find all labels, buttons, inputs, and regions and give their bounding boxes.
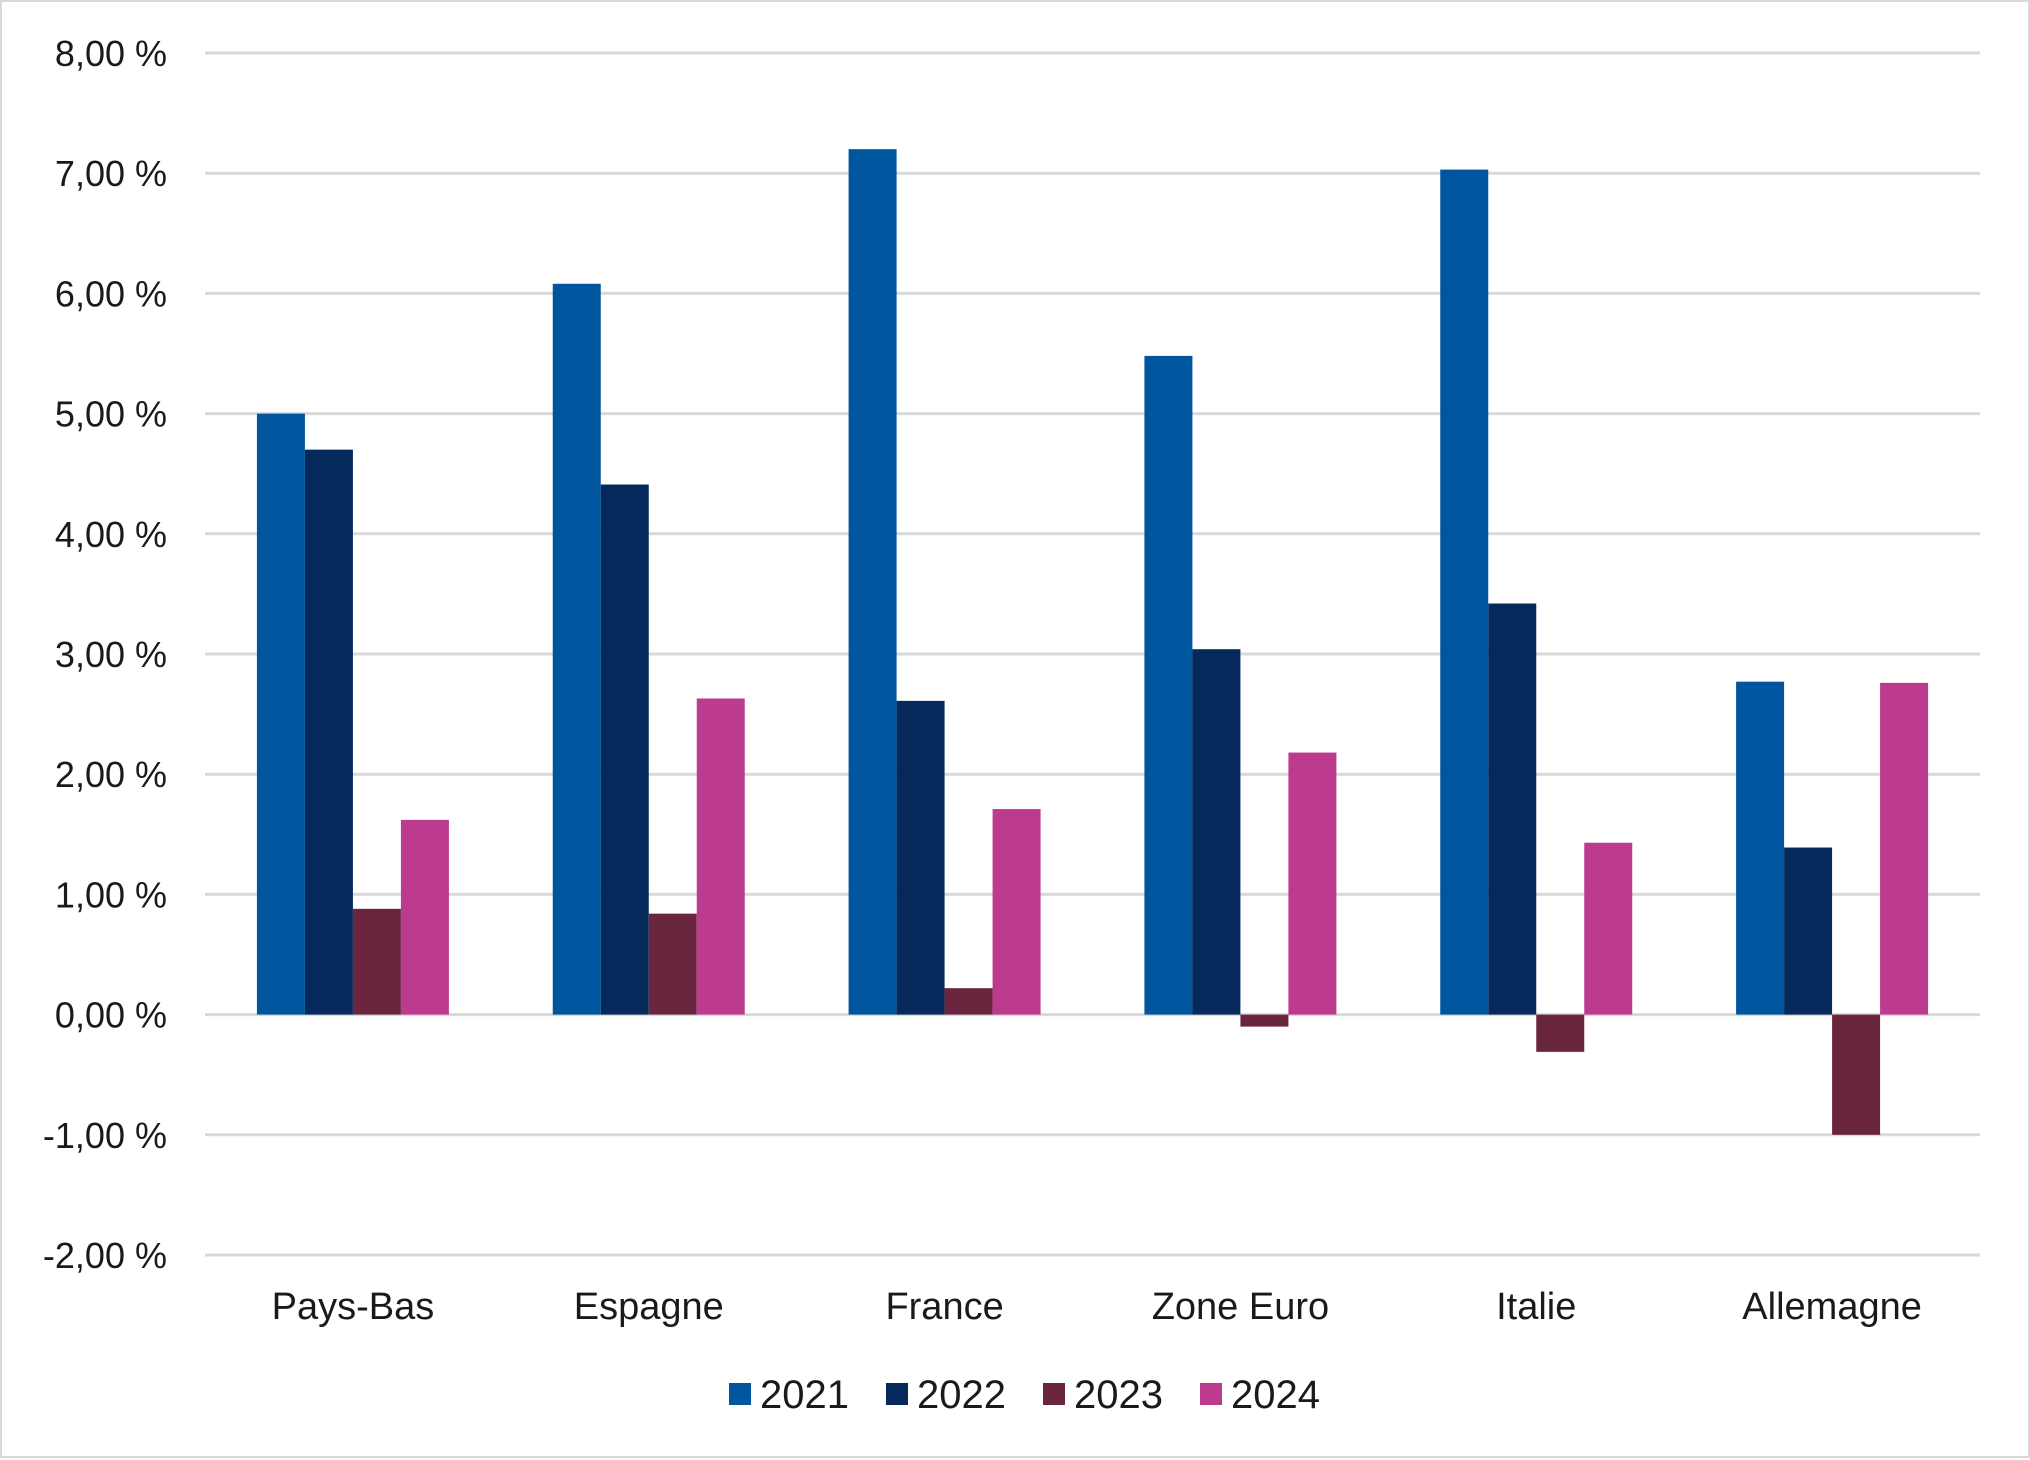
y-tick-label: 2,00 % — [55, 754, 167, 795]
bar-2021-espagne — [552, 283, 601, 1015]
gridlines — [205, 51, 1980, 1257]
bar-2021-allemagne — [1736, 681, 1785, 1015]
bar-2023-zone-euro — [1240, 1014, 1289, 1027]
bar-2023-allemagne — [1832, 1014, 1881, 1135]
y-tick-label: 0,00 % — [55, 995, 167, 1036]
bar-2024-italie — [1584, 842, 1633, 1015]
bar-2023-espagne — [648, 913, 697, 1015]
x-category-label: Zone Euro — [1152, 1286, 1329, 1328]
y-tick-label: 3,00 % — [55, 634, 167, 675]
y-tick-label: 8,00 % — [55, 33, 167, 74]
legend-swatch — [1043, 1383, 1065, 1405]
bar-2023-france — [944, 988, 993, 1015]
x-axis-category-labels: Pays-Bas Espagne France Zone Euro Italie Alle… — [272, 1286, 1922, 1328]
x-category-label: Espagne — [574, 1286, 724, 1328]
bars — [256, 149, 1929, 1135]
bar-2024-allemagne — [1880, 682, 1929, 1015]
bar-2024-espagne — [696, 698, 745, 1015]
bar-2022-pays-bas — [304, 449, 353, 1015]
bar-2024-zone-euro — [1288, 752, 1337, 1015]
y-tick-label: -2,00 % — [43, 1235, 167, 1276]
legend-label: 2021 — [760, 1373, 849, 1417]
bar-2022-france — [896, 700, 945, 1015]
legend-swatch — [886, 1383, 908, 1405]
bar-2021-france — [848, 149, 897, 1015]
y-axis-tick-labels: -2,00 % -1,00 % 0,00 % 1,00 % 2,00 % 3,00 % 4,… — [43, 33, 167, 1276]
legend-label: 2024 — [1231, 1373, 1320, 1417]
y-tick-label: 5,00 % — [55, 394, 167, 435]
y-tick-label: 6,00 % — [55, 273, 167, 314]
y-tick-label: 7,00 % — [55, 153, 167, 194]
legend-swatch — [729, 1383, 751, 1405]
y-tick-label: -1,00 % — [43, 1115, 167, 1156]
bar-2021-zone-euro — [1144, 355, 1193, 1015]
bar-2022-italie — [1488, 603, 1537, 1015]
x-category-label: Pays-Bas — [272, 1286, 435, 1328]
bar-2024-france — [992, 809, 1041, 1015]
bar-2024-pays-bas — [400, 819, 449, 1015]
bar-2021-pays-bas — [256, 413, 305, 1015]
y-tick-label: 4,00 % — [55, 514, 167, 555]
y-tick-label: 1,00 % — [55, 874, 167, 915]
x-category-label: Italie — [1496, 1286, 1576, 1328]
bar-2022-espagne — [600, 484, 649, 1015]
bar-2022-allemagne — [1784, 847, 1833, 1015]
legend-label: 2023 — [1074, 1373, 1163, 1417]
legend: 2021 2022 2023 2024 — [729, 1373, 1320, 1417]
x-category-label: France — [885, 1286, 1003, 1328]
x-category-label: Allemagne — [1742, 1286, 1922, 1328]
legend-label: 2022 — [917, 1373, 1006, 1417]
bar-2023-italie — [1536, 1014, 1585, 1052]
bar-2023-pays-bas — [352, 908, 401, 1015]
bar-2022-zone-euro — [1192, 649, 1241, 1015]
legend-swatch — [1200, 1383, 1222, 1405]
bar-2021-italie — [1440, 169, 1489, 1015]
